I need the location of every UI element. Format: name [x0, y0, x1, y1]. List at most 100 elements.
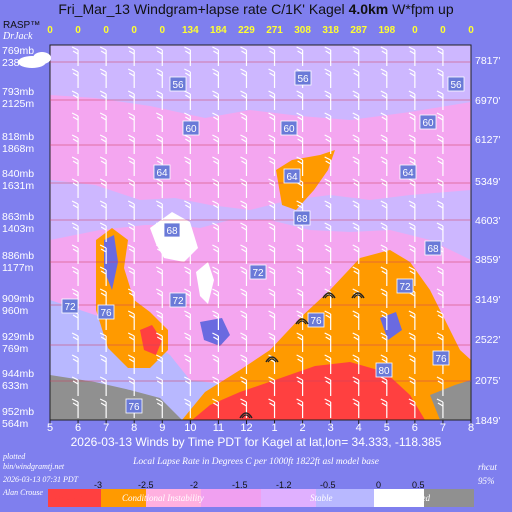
- height-m-label: 1631m: [2, 180, 34, 192]
- wind-barb: [380, 266, 388, 286]
- wind-barb: [408, 332, 416, 352]
- wind-barb: [184, 156, 191, 176]
- wind-barb: [240, 134, 248, 154]
- wind-barb: [212, 332, 219, 352]
- cumulus-marker: [322, 292, 336, 299]
- wind-barb: [380, 244, 388, 264]
- wind-barb: [155, 244, 163, 264]
- wind-barb: [352, 310, 360, 330]
- wind-barb: [71, 156, 79, 176]
- time-axis-label: 2026-03-13 Winds by Time PDT for Kagel a…: [70, 435, 442, 449]
- svg-text:64: 64: [402, 168, 414, 179]
- wind-barb: [324, 266, 332, 286]
- pressure-level-label: 944mb: [2, 368, 34, 380]
- hour-label: 7: [440, 422, 446, 434]
- height-ft-label: 6970': [475, 95, 500, 107]
- wind-barb: [71, 354, 79, 374]
- height-ft-label: 2075': [475, 375, 500, 387]
- wind-barb: [324, 310, 332, 330]
- height-ft-label: 6127': [475, 134, 500, 146]
- wind-barb: [352, 90, 360, 110]
- wind-barb: [268, 68, 276, 88]
- hour-label: 8: [131, 422, 137, 434]
- wind-barb: [184, 134, 191, 154]
- wind-barb: [127, 46, 135, 66]
- wind-barb: [240, 46, 248, 66]
- wind-barb: [436, 178, 444, 198]
- credit-line: 2026-03-13 07:31 PDT: [3, 475, 79, 484]
- wind-barb: [296, 244, 304, 264]
- wind-barb: [127, 178, 135, 198]
- pressure-level-label: 886mb: [2, 250, 34, 262]
- wind-speed-label: 76: [97, 304, 115, 320]
- svg-text:60: 60: [422, 118, 434, 129]
- credit-line: Alan Crouse: [3, 488, 43, 497]
- wind-barb: [408, 90, 416, 110]
- wind-barb: [184, 90, 191, 110]
- wind-barb: [408, 376, 416, 396]
- svg-text:72: 72: [64, 302, 76, 313]
- wind-barb: [71, 266, 79, 286]
- wind-barb: [324, 68, 332, 88]
- wind-barb: [408, 398, 416, 418]
- wind-barb: [352, 200, 360, 220]
- height-ft-label: 5349': [475, 176, 500, 188]
- rhcut-value: 95%: [478, 476, 495, 486]
- chart-title: Fri_Mar_13 Windgram+lapse rate C/1K' Kag…: [58, 1, 454, 17]
- hour-label: 10: [184, 422, 196, 434]
- wind-barb: [212, 266, 219, 286]
- legend-label-stable: Stable: [310, 493, 333, 503]
- svg-text:60: 60: [185, 124, 197, 135]
- wind-barb: [99, 90, 107, 110]
- lapse-scale-label: Local Lapse Rate in Degrees C per 1000ft…: [133, 457, 379, 467]
- wind-barb: [212, 200, 219, 220]
- wind-barb: [268, 332, 276, 352]
- wind-barb: [240, 310, 248, 330]
- wind-barb: [380, 288, 388, 308]
- wstar-value: 271: [266, 25, 283, 36]
- wind-barb: [71, 178, 79, 198]
- wind-barb: [324, 46, 332, 66]
- pressure-level-label: 909mb: [2, 293, 34, 305]
- pressure-level-label: 769mb: [2, 45, 34, 57]
- wind-barb: [240, 156, 248, 176]
- lapse-color-legend: [48, 489, 474, 507]
- wstar-value: 308: [294, 25, 311, 36]
- legend-label-inverted: Inverted: [400, 493, 430, 503]
- legend-swatch-inverted: [424, 489, 474, 507]
- wind-barb: [352, 222, 360, 242]
- wind-barb: [155, 68, 163, 88]
- wind-barb: [240, 222, 248, 242]
- wind-barb: [324, 134, 332, 154]
- wind-barb: [184, 222, 191, 242]
- wind-speed-label: 68: [293, 210, 311, 226]
- wind-speed-label: 56: [294, 70, 312, 86]
- wstar-value: 287: [350, 25, 367, 36]
- wstar-value: 0: [47, 25, 53, 36]
- wind-barb: [268, 398, 276, 418]
- height-m-label: 769m: [2, 343, 29, 355]
- svg-text:60: 60: [283, 124, 295, 135]
- hour-label: 5: [47, 422, 53, 434]
- wind-speed-label: 60: [419, 114, 437, 130]
- legend-swatch-stable-blue: [316, 489, 374, 507]
- legend-swatch-stable-lilac: [261, 489, 316, 507]
- wind-barb: [212, 244, 219, 264]
- wind-barb: [212, 288, 219, 308]
- wind-barb: [212, 134, 219, 154]
- wind-barb: [99, 222, 107, 242]
- wind-barb: [408, 354, 416, 374]
- wstar-value: 0: [75, 25, 81, 36]
- wind-barb: [99, 376, 107, 396]
- wind-barb: [380, 68, 388, 88]
- wind-barb: [71, 376, 79, 396]
- svg-text:72: 72: [252, 268, 264, 279]
- wind-barb: [184, 266, 191, 286]
- wind-barb: [127, 288, 135, 308]
- legend-swatch-conditional-light: [146, 489, 201, 507]
- wind-speed-label: 76: [432, 350, 450, 366]
- wind-barb: [99, 156, 107, 176]
- svg-text:76: 76: [310, 316, 322, 327]
- wind-barb: [296, 266, 304, 286]
